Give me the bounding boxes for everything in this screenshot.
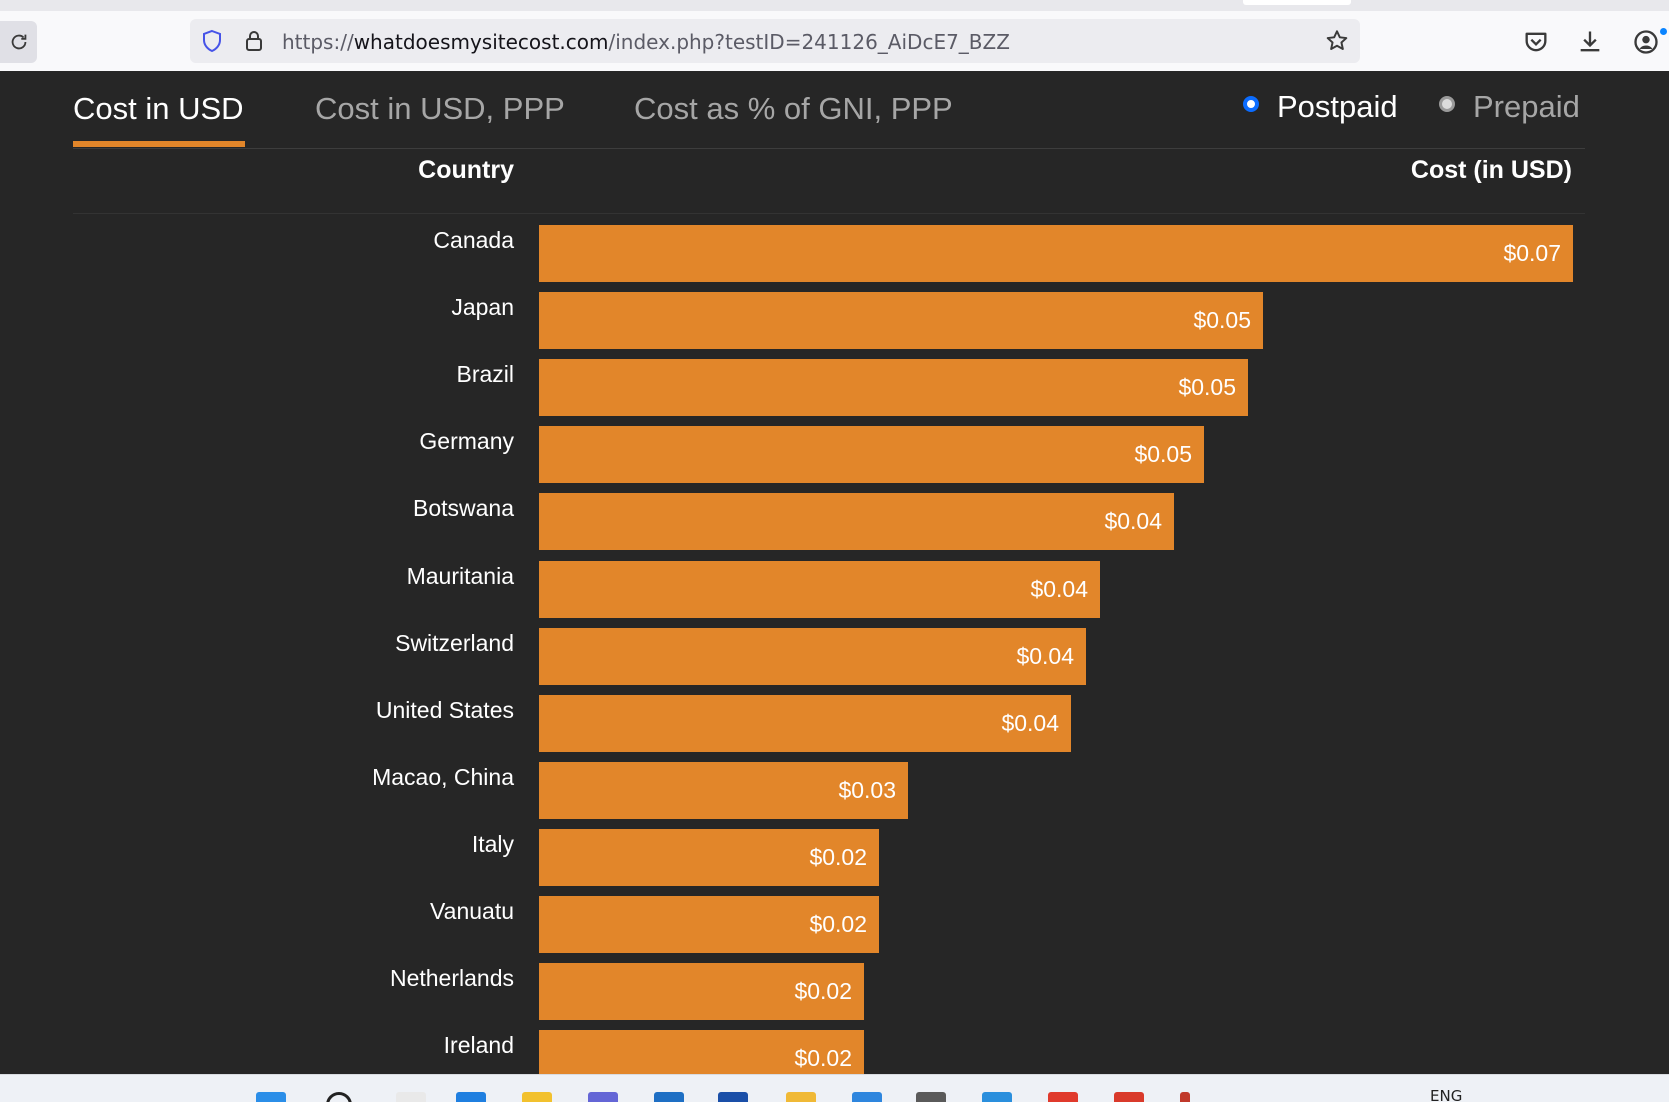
chart-row: Botswana $0.04 [0,493,1669,553]
chart-row: Canada $0.07 [0,225,1669,285]
country-label: Macao, China [372,763,514,790]
store-icon[interactable] [654,1092,684,1102]
url-scheme: https:// [282,30,354,54]
cost-bar[interactable]: $0.02 [539,896,879,953]
teams-icon[interactable] [588,1092,618,1102]
country-label: Netherlands [389,965,514,992]
terminal-icon[interactable] [916,1092,946,1102]
table-header [73,149,1585,214]
widgets-icon[interactable] [522,1092,552,1102]
app-icon-small[interactable] [1180,1092,1190,1102]
browser-toolbar: https://whatdoesmysitecost.com/index.php… [0,11,1669,71]
postpaid-radio[interactable] [1243,96,1259,112]
chart-row: United States $0.04 [0,694,1669,755]
pocket-icon[interactable] [1522,28,1550,56]
cost-value-label: $0.04 [1016,642,1074,669]
cost-bar[interactable]: $0.05 [539,426,1204,484]
country-label: Japan [451,294,514,321]
country-label: Vanuatu [430,898,514,924]
tab-cost-gni-ppp[interactable]: Cost as % of GNI, PPP [634,91,953,126]
cost-bar[interactable]: $0.04 [539,560,1100,618]
shield-icon[interactable] [200,29,224,53]
chart-row: Brazil $0.05 [0,359,1669,419]
cost-bar[interactable]: $0.05 [539,359,1248,417]
postpaid-label: Postpaid [1277,89,1398,124]
cost-value-label: $0.05 [1178,374,1236,401]
chart-row: Switzerland $0.04 [0,627,1669,688]
cost-bar[interactable]: $0.04 [539,627,1086,685]
country-label: Ireland [443,1032,514,1059]
tab-cost-usd[interactable]: Cost in USD [73,91,244,126]
country-label: Mauritania [406,562,514,589]
cost-bar[interactable]: $0.04 [539,493,1174,551]
chart-row: Germany $0.05 [0,426,1669,486]
edge-icon[interactable] [456,1092,486,1102]
cost-value-label: $0.04 [1030,575,1088,602]
start-icon[interactable] [256,1092,286,1102]
reload-button[interactable] [0,21,37,63]
file-explorer-icon[interactable] [786,1092,816,1102]
address-bar[interactable]: https://whatdoesmysitecost.com/index.php… [190,19,1360,63]
country-column-header: Country [418,156,514,184]
cost-tabs: Cost in USD Cost in USD, PPP Cost as % o… [73,71,1585,149]
notification-dot [1660,28,1667,35]
prepaid-label: Prepaid [1473,89,1580,124]
task-view-icon[interactable] [396,1092,426,1102]
cost-value-label: $0.04 [1104,508,1162,535]
country-label: Botswana [412,495,514,522]
tab-cost-usd-ppp[interactable]: Cost in USD, PPP [315,91,565,126]
cost-value-label: $0.07 [1503,240,1561,266]
cost-value-label: $0.04 [1001,709,1059,736]
chart-row: Mauritania $0.04 [0,560,1669,621]
cost-bar[interactable]: $0.02 [539,828,879,886]
cost-bar[interactable]: $0.07 [539,225,1573,282]
outlook-icon[interactable] [718,1092,748,1102]
cost-value-label: $0.05 [1134,441,1192,468]
cost-value-label: $0.05 [1193,307,1251,334]
cost-bar[interactable]: $0.03 [539,761,908,819]
cost-value-label: $0.02 [794,1045,852,1072]
postpaid-option[interactable]: Postpaid [1243,87,1398,127]
chart-row: Italy $0.02 [0,828,1669,889]
bookmark-star-icon[interactable] [1324,28,1350,54]
cost-column-header: Cost (in USD) [1410,156,1572,184]
app-icon-red-2[interactable] [1114,1092,1144,1102]
cost-bar[interactable]: $0.02 [539,963,864,1021]
chart-row: Netherlands $0.02 [0,963,1669,1023]
page-content: Cost in USD Cost in USD, PPP Cost as % o… [0,71,1669,1088]
account-icon[interactable] [1632,28,1660,56]
browser-tab-strip [0,0,1669,11]
country-label: Italy [471,830,514,857]
url-host: whatdoesmysitecost.com [353,30,609,54]
browser-tab[interactable] [1243,0,1351,5]
chart-row: Japan $0.05 [0,292,1669,352]
country-label: Canada [433,227,514,253]
reload-icon [11,34,26,50]
url-path: /index.php?testID=241126_AiDcE7_BZZ [608,30,1010,54]
remote-desktop-icon[interactable] [852,1092,882,1102]
url-text[interactable]: https://whatdoesmysitecost.com/index.php… [282,30,1010,54]
cost-value-label: $0.02 [809,911,867,937]
prepaid-radio[interactable] [1439,96,1455,112]
country-label: Switzerland [395,629,514,656]
cost-value-label: $0.03 [838,776,896,803]
country-label: Brazil [456,361,514,388]
chart-row: Vanuatu $0.02 [0,896,1669,956]
app-icon-red[interactable] [1048,1092,1078,1102]
vscode-icon[interactable] [982,1092,1012,1102]
taskbar: ENG [0,1074,1669,1102]
cost-value-label: $0.02 [794,978,852,1005]
prepaid-option[interactable]: Prepaid [1439,87,1580,127]
download-icon[interactable] [1576,28,1604,56]
country-label: United States [375,696,514,723]
cost-bar[interactable]: $0.05 [539,292,1263,350]
active-tab-indicator [73,141,245,147]
lock-icon[interactable] [242,29,266,53]
language-indicator[interactable]: ENG [1430,1087,1463,1102]
country-label: Germany [419,428,514,455]
cost-bar[interactable]: $0.04 [539,694,1071,752]
chart-row: Macao, China $0.03 [0,761,1669,822]
cost-value-label: $0.02 [809,843,867,870]
